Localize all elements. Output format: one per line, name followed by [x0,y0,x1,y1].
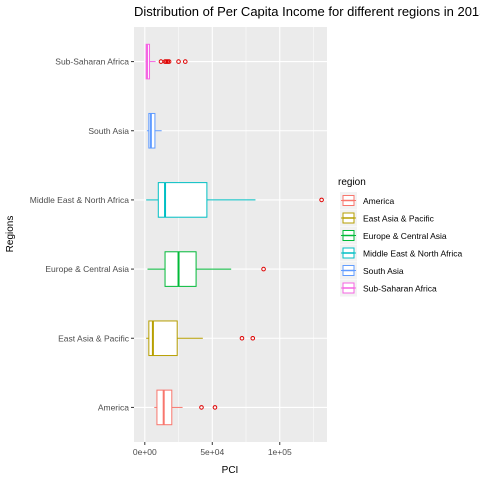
legend-title: region [338,177,366,188]
box-plots [145,43,324,426]
legend-item: Europe & Central Asia [340,227,447,244]
x-axis-title: PCI [222,465,239,476]
y-axis-title: Regions [5,216,16,253]
box-europe-central-asia [147,251,266,287]
x-tick-label: 0e+00 [133,447,157,457]
outlier-point [261,266,266,272]
outlier-point [199,405,204,410]
y-tick-label: Europe & Central Asia [45,264,129,274]
outlier-point [176,59,181,64]
box-iqr [157,182,208,218]
y-tick-label: Sub-Saharan Africa [55,57,129,67]
legend-label: Sub-Saharan Africa [363,284,437,294]
box-iqr [148,112,156,149]
outlier-point [182,59,188,64]
y-tick-label: East Asia & Pacific [58,333,130,343]
legend-item: Sub-Saharan Africa [340,279,437,297]
x-axis-ticks: 0e+00 5e+04 1e+05 [133,442,292,457]
box-iqr [164,251,197,287]
box-america [154,389,218,426]
legend-item: East Asia & Pacific [340,209,435,227]
box-south-asia [146,112,162,149]
outlier-point [166,59,172,64]
outlier-point [250,335,256,341]
legend-label: East Asia & Pacific [363,214,435,224]
legend-item: South Asia [340,262,404,279]
chart-title: Distribution of Per Capita Income for di… [134,4,480,19]
y-tick-label: America [98,402,129,412]
legend-label: South Asia [363,266,404,276]
box-sub-saharan-africa [145,43,188,80]
y-tick-label: South Asia [88,126,129,136]
x-tick-label: 1e+05 [268,447,292,457]
x-tick-label: 5e+04 [200,447,224,457]
y-tick-label: Middle East & North Africa [30,195,129,205]
legend-label: Middle East & North Africa [363,249,462,259]
box-east-asia-pacific [146,320,256,357]
legend-item: Middle East & North Africa [340,244,462,262]
plot-panel [134,27,327,442]
legend-item: America [340,192,394,209]
outlier-point [212,405,218,410]
legend-label: Europe & Central Asia [363,231,447,241]
box-middle-east-north-africa [146,182,324,218]
outlier-point [319,197,324,203]
legend-label: America [363,196,394,206]
y-axis-ticks: America East Asia & Pacific Europe & Centr… [30,57,134,412]
outlier-point [239,335,245,341]
legend: region America East Asia & Pacific Europe … [338,177,462,297]
